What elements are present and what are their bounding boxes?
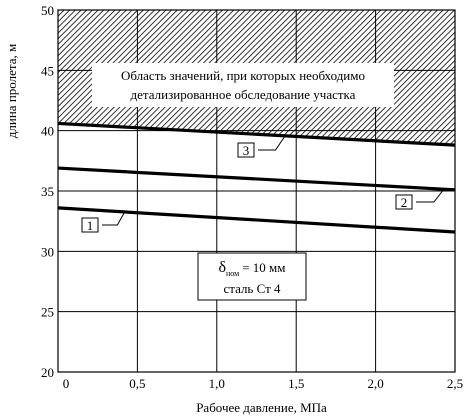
region-label-box	[92, 63, 394, 107]
series-label-2: 2	[395, 188, 445, 210]
parameter-note-thickness: δном = 10 мм	[218, 259, 285, 278]
parameter-note-material: сталь Ст 4	[223, 281, 281, 296]
series-label-text: 2	[401, 195, 408, 210]
x-tick-label: 1,0	[209, 376, 225, 391]
series-label-box	[237, 142, 255, 158]
thickness-value: = 10 мм	[242, 260, 285, 275]
y-tick-label: 45	[41, 63, 54, 78]
y-tick-label: 30	[41, 244, 54, 259]
region-label-line-2: детализированное обследование участка	[131, 87, 356, 102]
series-label-text: 3	[243, 143, 250, 158]
series-leader-line	[416, 188, 445, 203]
region-label-line-1: Область значений, при которых необходимо	[121, 68, 365, 83]
x-tick-label: 0,5	[129, 376, 145, 391]
series-leader-line	[102, 211, 126, 226]
series-line-2	[57, 166, 456, 192]
parameter-note: δном = 10 мм сталь Ст 4	[197, 252, 307, 301]
x-axis-label: Рабочее давление, МПа	[196, 400, 327, 415]
series-leader-line	[258, 135, 286, 151]
parameter-note-box	[197, 252, 307, 301]
y-tick-label: 40	[41, 124, 54, 139]
series-label-box	[81, 217, 99, 233]
x-tick-label: 2,0	[367, 376, 383, 391]
series-label-box	[395, 194, 413, 210]
x-tick-label: 2,5	[447, 376, 463, 391]
y-tick-label: 35	[41, 184, 54, 199]
delta-subscript: ном	[226, 269, 239, 278]
y-axis-label: длина пролета, м	[4, 44, 19, 138]
series-label-3: 3	[237, 135, 286, 158]
y-tick-label: 25	[41, 305, 54, 320]
plot-frame	[57, 9, 456, 373]
series-line-1	[57, 206, 456, 234]
series-label-1: 1	[81, 211, 126, 233]
x-tick-label: 1,5	[288, 376, 304, 391]
series-label-text: 1	[87, 218, 94, 233]
y-tick-label: 20	[41, 365, 54, 380]
series-line-3	[57, 121, 456, 147]
y-tick-label: 50	[41, 3, 54, 18]
delta-symbol: δ	[218, 259, 226, 276]
x-tick-label: 0	[63, 376, 70, 391]
region-label: Область значений, при которых необходимо…	[92, 63, 394, 107]
